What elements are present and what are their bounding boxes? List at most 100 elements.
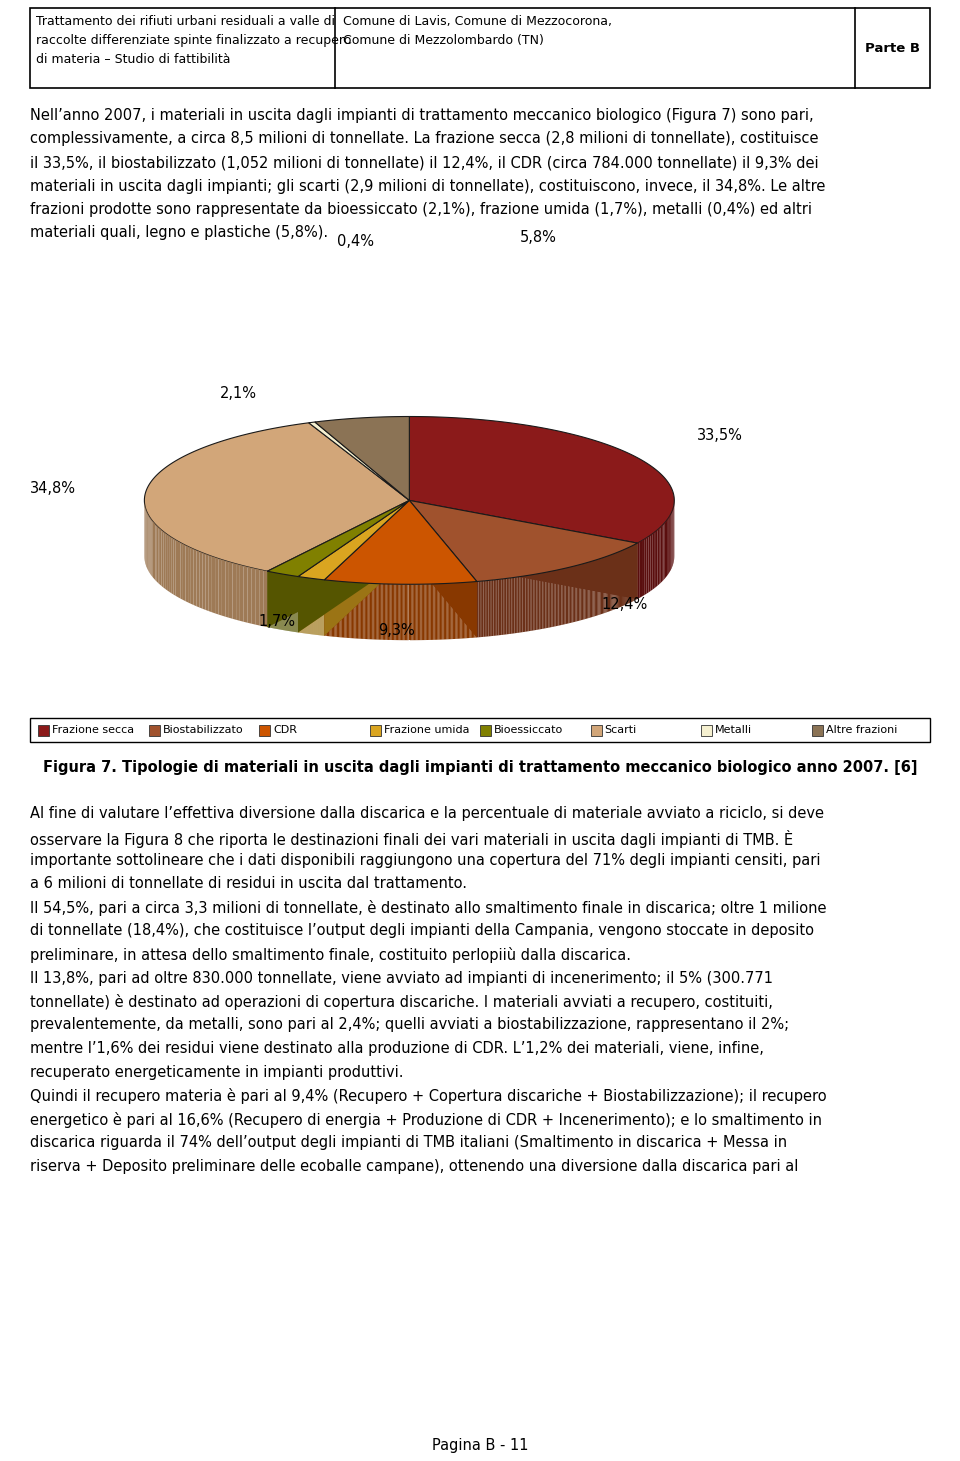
Text: osservare la Figura 8 che riporta le destinazioni finali dei vari materiali in u: osservare la Figura 8 che riporta le des… <box>30 830 793 847</box>
Polygon shape <box>180 542 183 600</box>
Polygon shape <box>373 583 375 640</box>
Polygon shape <box>515 577 516 633</box>
Text: Pagina B - 11: Pagina B - 11 <box>432 1438 528 1454</box>
Polygon shape <box>435 584 436 640</box>
Text: Frazione secca: Frazione secca <box>52 725 134 735</box>
Polygon shape <box>384 584 385 640</box>
Polygon shape <box>540 573 542 630</box>
Text: Scarti: Scarti <box>605 725 636 735</box>
Text: 0,4%: 0,4% <box>338 234 374 250</box>
Text: Frazione umida: Frazione umida <box>383 725 469 735</box>
Polygon shape <box>415 584 417 640</box>
Polygon shape <box>624 549 625 605</box>
Polygon shape <box>433 584 435 640</box>
Polygon shape <box>398 584 399 640</box>
Polygon shape <box>451 583 453 638</box>
Text: Al fine di valutare l’effettiva diversione dalla discarica e la percentuale di m: Al fine di valutare l’effettiva diversio… <box>30 806 824 821</box>
Polygon shape <box>668 517 669 574</box>
Polygon shape <box>516 577 517 633</box>
Text: Il 54,5%, pari a circa 3,3 milioni di tonnellate, è destinato allo smaltimento f: Il 54,5%, pari a circa 3,3 milioni di to… <box>30 900 827 916</box>
Polygon shape <box>513 577 515 634</box>
Polygon shape <box>564 568 565 624</box>
Polygon shape <box>667 519 668 576</box>
Polygon shape <box>357 583 358 638</box>
Text: di tonnellate (18,4%), che costituisce l’output degli impianti della Campania, v: di tonnellate (18,4%), che costituisce l… <box>30 923 814 938</box>
Polygon shape <box>623 549 624 606</box>
Polygon shape <box>660 526 662 583</box>
Text: Il 13,8%, pari ad oltre 830.000 tonnellate, viene avviato ad impianti di incener: Il 13,8%, pari ad oltre 830.000 tonnella… <box>30 970 773 986</box>
Polygon shape <box>619 551 620 608</box>
Text: Trattamento dei rifiuti urbani residuali a valle di
raccolte differenziate spint: Trattamento dei rifiuti urbani residuali… <box>36 15 351 66</box>
Text: 9,3%: 9,3% <box>378 622 416 638</box>
Polygon shape <box>236 564 240 621</box>
Text: mentre l’1,6% dei residui viene destinato alla produzione di CDR. L’1,2% dei mat: mentre l’1,6% dei residui viene destinat… <box>30 1042 764 1056</box>
Polygon shape <box>375 583 376 640</box>
Polygon shape <box>473 581 474 638</box>
Polygon shape <box>626 548 627 605</box>
Polygon shape <box>471 581 473 638</box>
Polygon shape <box>544 573 545 628</box>
Polygon shape <box>596 560 597 617</box>
Polygon shape <box>586 562 588 619</box>
Polygon shape <box>522 576 524 633</box>
Polygon shape <box>602 558 603 614</box>
Text: riserva + Deposito preliminare delle ecoballe campane), ottenendo una diversione: riserva + Deposito preliminare delle eco… <box>30 1159 799 1173</box>
Polygon shape <box>588 562 589 618</box>
Polygon shape <box>370 583 372 640</box>
Text: energetico è pari al 16,6% (Recupero di energia + Produzione di CDR + Incenerime: energetico è pari al 16,6% (Recupero di … <box>30 1112 822 1128</box>
Polygon shape <box>413 584 414 640</box>
Polygon shape <box>628 548 629 603</box>
Polygon shape <box>392 584 393 640</box>
Polygon shape <box>387 584 388 640</box>
Polygon shape <box>150 517 151 574</box>
Polygon shape <box>420 584 421 640</box>
Polygon shape <box>335 581 337 637</box>
Bar <box>38 725 49 735</box>
Polygon shape <box>200 552 203 609</box>
Polygon shape <box>454 583 455 638</box>
Polygon shape <box>324 500 477 584</box>
Polygon shape <box>144 422 409 571</box>
Polygon shape <box>361 583 362 638</box>
Polygon shape <box>525 576 527 631</box>
Polygon shape <box>495 580 496 636</box>
Polygon shape <box>402 584 403 640</box>
Polygon shape <box>491 580 492 636</box>
Polygon shape <box>651 533 652 592</box>
Polygon shape <box>545 573 547 628</box>
Polygon shape <box>183 543 185 600</box>
Polygon shape <box>567 567 568 624</box>
Polygon shape <box>485 580 487 637</box>
Polygon shape <box>399 584 401 640</box>
Polygon shape <box>333 580 334 637</box>
Text: importante sottolineare che i dati disponibili raggiungono una copertura del 71%: importante sottolineare che i dati dispo… <box>30 853 821 868</box>
Polygon shape <box>339 581 341 637</box>
Polygon shape <box>359 583 361 638</box>
Polygon shape <box>614 554 615 609</box>
Polygon shape <box>385 584 387 640</box>
Polygon shape <box>226 561 228 618</box>
Polygon shape <box>652 532 654 590</box>
Polygon shape <box>428 584 429 640</box>
Polygon shape <box>457 583 458 638</box>
Polygon shape <box>388 584 389 640</box>
Text: Biostabilizzato: Biostabilizzato <box>162 725 243 735</box>
Polygon shape <box>597 560 598 615</box>
Polygon shape <box>625 549 626 605</box>
Polygon shape <box>161 530 163 587</box>
Polygon shape <box>160 529 161 586</box>
Polygon shape <box>341 581 342 637</box>
Bar <box>30 7 930 88</box>
Polygon shape <box>547 571 548 628</box>
Polygon shape <box>532 574 534 631</box>
Polygon shape <box>403 584 405 640</box>
Polygon shape <box>268 500 409 577</box>
Polygon shape <box>594 560 596 617</box>
Polygon shape <box>627 548 628 603</box>
Polygon shape <box>380 584 381 640</box>
Polygon shape <box>169 536 171 593</box>
Polygon shape <box>212 557 215 614</box>
Polygon shape <box>350 581 352 638</box>
Polygon shape <box>158 527 160 584</box>
Polygon shape <box>618 552 619 608</box>
